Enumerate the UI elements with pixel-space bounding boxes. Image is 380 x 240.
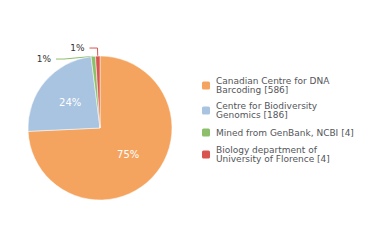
svg-text:Mined from GenBank, NCBI [4]: Mined from GenBank, NCBI [4] bbox=[216, 128, 354, 138]
svg-text:Biology department of: Biology department of bbox=[216, 145, 317, 155]
svg-text:Genomics [186]: Genomics [186] bbox=[216, 110, 288, 120]
svg-text:University of Florence [4]: University of Florence [4] bbox=[216, 154, 330, 164]
svg-text:1%: 1% bbox=[70, 43, 85, 53]
svg-text:Centre for Biodiversity: Centre for Biodiversity bbox=[216, 101, 318, 111]
svg-text:Canadian Centre for DNA: Canadian Centre for DNA bbox=[216, 76, 330, 86]
svg-text:24%: 24% bbox=[59, 97, 81, 108]
svg-text:Barcoding [586]: Barcoding [586] bbox=[216, 85, 288, 95]
svg-text:75%: 75% bbox=[117, 149, 139, 160]
svg-text:1%: 1% bbox=[37, 54, 52, 64]
